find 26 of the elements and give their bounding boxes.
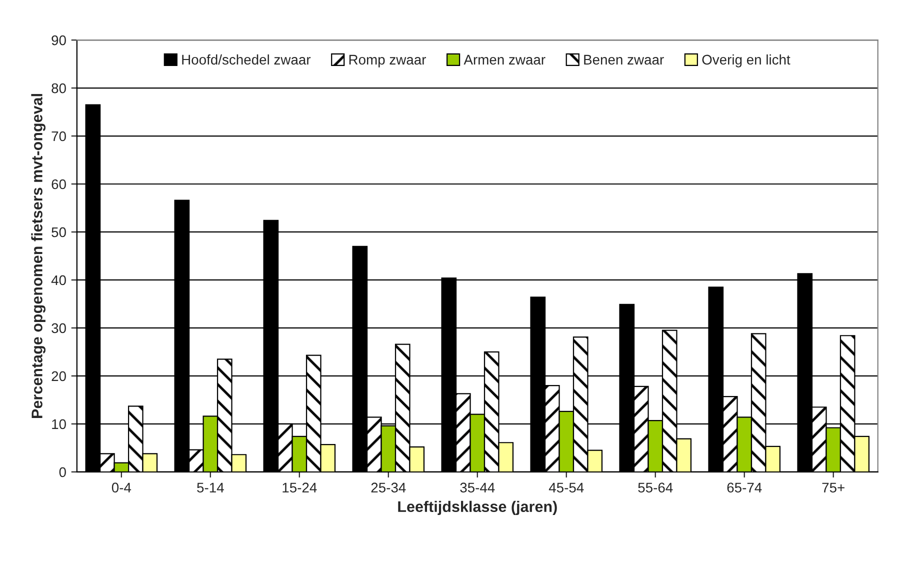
x-tick-label: 45-54 [548, 482, 584, 493]
y-tick-label: 10 [52, 419, 66, 430]
y-tick-label: 30 [52, 323, 66, 334]
legend-label: Hoofd/schedel zwaar [182, 54, 311, 65]
legend-label: Overig en licht [702, 54, 790, 68]
y-axis-title: Percentage opgenomen fietsers mvt-ongeval [31, 94, 46, 418]
y-tick-label: 0 [59, 467, 66, 478]
x-tick-label: 0-4 [112, 482, 132, 493]
y-tick-label: 80 [52, 83, 66, 94]
y-tick-label: 90 [52, 35, 66, 46]
y-tick-label: 20 [52, 371, 66, 382]
y-tick-label: 50 [52, 227, 66, 238]
x-tick-label: 5-14 [197, 482, 224, 493]
x-tick-label: 75+ [822, 482, 844, 493]
y-tick-label: 70 [52, 131, 66, 142]
x-tick-label: 35-44 [460, 482, 495, 493]
y-tick-label: 60 [52, 179, 66, 190]
x-tick-label: 55-64 [638, 482, 673, 493]
x-axis-title: Leeftijdsklasse (jaren) [398, 500, 557, 516]
x-tick-label: 25-34 [371, 482, 406, 493]
x-tick-label: 15-24 [282, 482, 317, 493]
y-tick-label: 40 [51, 275, 66, 286]
legend-label: Romp zwaar [349, 54, 426, 68]
legend-label: Armen zwaar [464, 54, 546, 65]
x-tick-label: 65-74 [727, 482, 762, 493]
legend-label: Benen zwaar [584, 54, 664, 65]
